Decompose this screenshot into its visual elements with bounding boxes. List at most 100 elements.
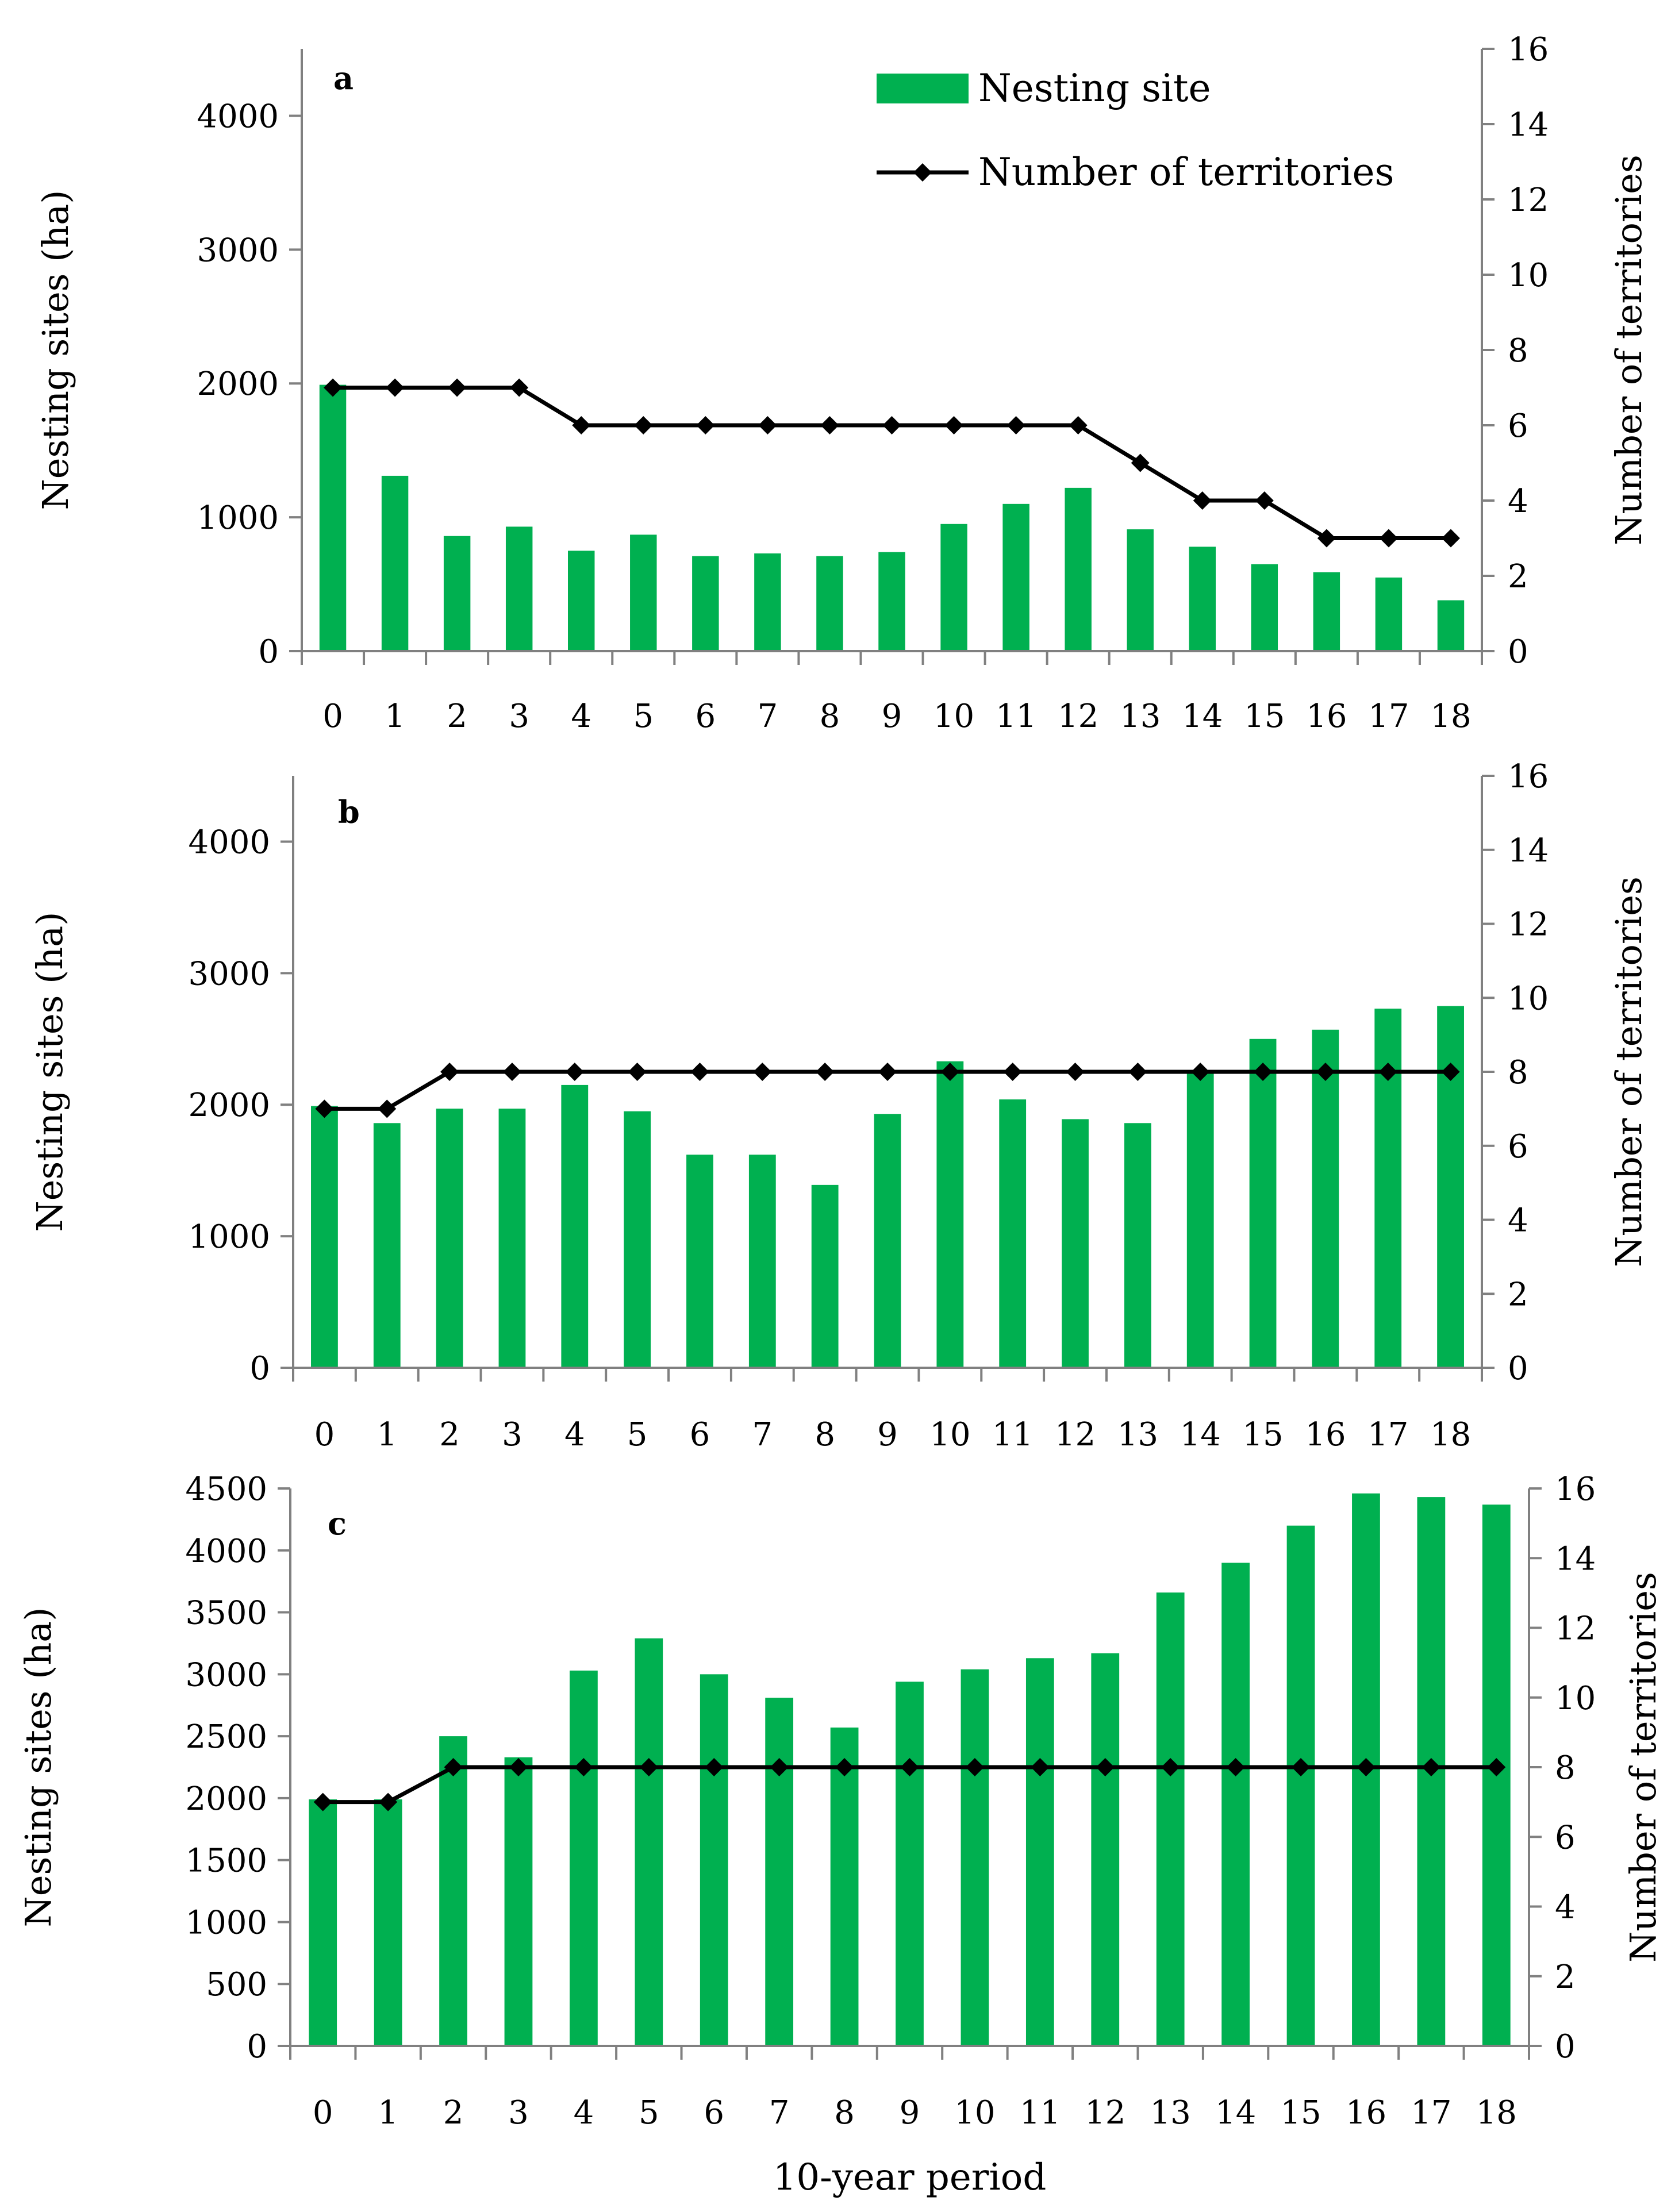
- chart-panel-c: 0 500 1000 1500 2000 2500 3000 3500 4000 4500 0 2 4 6…: [17, 1471, 1664, 2199]
- y-axis-title-a: Nesting sites (ha): [34, 190, 76, 510]
- territories-point-a-12: [1069, 416, 1088, 434]
- x-tick-label-a-10: 10: [933, 698, 974, 735]
- bar-c-10: [961, 1669, 989, 2046]
- x-tick-label-c-15: 15: [1280, 2094, 1321, 2132]
- bar-b-11: [999, 1099, 1027, 1368]
- bar-a-3: [505, 526, 533, 651]
- bar-a-6: [692, 556, 719, 651]
- y-tick-label-c-3000: 3000: [185, 1656, 267, 1694]
- territories-point-b-3: [502, 1063, 521, 1081]
- y-tick-label-b-4000: 4000: [188, 824, 270, 861]
- bar-a-8: [816, 556, 843, 651]
- y-tick-label-a-3000: 3000: [197, 232, 279, 269]
- bar-a-15: [1251, 564, 1278, 651]
- territories-point-a-13: [1131, 453, 1150, 472]
- bar-b-15: [1249, 1038, 1277, 1368]
- bar-c-8: [830, 1728, 859, 2046]
- territories-point-c-3: [509, 1758, 528, 1776]
- x-tick-label-b-15: 15: [1242, 1416, 1283, 1453]
- x-tick-label-c-3: 3: [508, 2094, 529, 2132]
- y-tick-label-b-0: 0: [249, 1350, 270, 1387]
- x-tick-label-c-11: 11: [1020, 2094, 1061, 2132]
- x-tick-label-a-8: 8: [820, 698, 840, 735]
- x-tick-label-a-14: 14: [1182, 698, 1223, 735]
- bar-b-16: [1312, 1029, 1339, 1368]
- x-tick-label-c-0: 0: [313, 2094, 333, 2132]
- x-tick-label-c-2: 2: [443, 2094, 464, 2132]
- territories-point-b-0: [315, 1099, 334, 1118]
- territories-point-a-4: [572, 416, 591, 434]
- y2-tick-label-a-10: 10: [1508, 257, 1549, 294]
- territories-point-c-11: [1031, 1758, 1050, 1776]
- territories-point-a-10: [944, 416, 963, 434]
- y2-tick-label-b-10: 10: [1508, 980, 1549, 1017]
- territories-point-a-17: [1379, 529, 1398, 548]
- x-tick-label-a-2: 2: [447, 698, 467, 735]
- y2-axis-title-c: Number of territories: [1622, 1572, 1664, 1963]
- y-tick-label-a-4000: 4000: [197, 98, 279, 135]
- x-tick-label-a-3: 3: [509, 698, 529, 735]
- territories-point-b-8: [816, 1063, 835, 1081]
- bar-a-1: [381, 475, 409, 651]
- bar-c-14: [1221, 1563, 1250, 2046]
- territories-point-b-11: [1003, 1063, 1022, 1081]
- y-tick-label-c-0: 0: [247, 2028, 267, 2065]
- y2-tick-label-a-2: 2: [1508, 558, 1528, 595]
- y2-tick-label-b-16: 16: [1508, 758, 1549, 795]
- x-tick-label-a-16: 16: [1306, 698, 1347, 735]
- bar-b-9: [874, 1114, 901, 1368]
- x-tick-label-a-11: 11: [996, 698, 1036, 735]
- territories-point-c-4: [574, 1758, 593, 1776]
- territories-point-a-3: [510, 378, 529, 397]
- x-tick-label-b-16: 16: [1305, 1416, 1346, 1453]
- x-tick-label-a-15: 15: [1244, 698, 1285, 735]
- bar-b-18: [1437, 1006, 1464, 1368]
- territories-point-a-2: [448, 378, 467, 397]
- y2-tick-label-b-12: 12: [1508, 906, 1549, 944]
- territories-point-b-6: [690, 1063, 709, 1081]
- x-tick-label-c-18: 18: [1476, 2094, 1517, 2132]
- territories-point-b-5: [628, 1063, 647, 1081]
- territories-point-b-18: [1441, 1063, 1460, 1081]
- bar-b-12: [1062, 1119, 1089, 1368]
- x-axis-title: 10-year period: [773, 2156, 1047, 2199]
- x-tick-label-b-6: 6: [690, 1416, 710, 1453]
- y2-axis-title-a: Number of territories: [1608, 155, 1650, 545]
- y2-tick-label-b-4: 4: [1508, 1202, 1528, 1240]
- territories-point-c-18: [1487, 1758, 1506, 1776]
- bar-c-5: [635, 1638, 663, 2046]
- bar-a-18: [1437, 600, 1465, 651]
- y2-tick-label-a-0: 0: [1508, 633, 1528, 671]
- y-tick-label-c-3500: 3500: [185, 1595, 267, 1632]
- territories-point-c-17: [1422, 1758, 1440, 1776]
- y-tick-label-c-4000: 4000: [185, 1533, 267, 1570]
- bar-a-4: [568, 551, 595, 651]
- territories-line-a: [333, 386, 1451, 540]
- bar-a-16: [1313, 572, 1340, 651]
- bar-b-10: [936, 1061, 964, 1368]
- bar-b-6: [686, 1155, 713, 1368]
- territories-point-c-8: [835, 1758, 854, 1776]
- y-tick-label-a-2000: 2000: [197, 366, 279, 403]
- y2-tick-label-a-4: 4: [1508, 483, 1528, 520]
- bar-c-13: [1156, 1592, 1185, 2046]
- panel-label-a: a: [333, 60, 354, 97]
- x-tick-label-a-4: 4: [571, 698, 591, 735]
- territories-point-a-16: [1317, 529, 1336, 548]
- y2-tick-label-b-6: 6: [1508, 1128, 1528, 1165]
- legend-label-territories: Number of territories: [978, 150, 1394, 194]
- bar-c-2: [439, 1736, 467, 2046]
- x-tick-label-c-12: 12: [1085, 2094, 1125, 2132]
- bar-b-5: [624, 1111, 651, 1368]
- y2-tick-label-c-8: 8: [1555, 1749, 1576, 1787]
- y-tick-label-a-1000: 1000: [197, 499, 279, 537]
- x-tick-label-b-2: 2: [439, 1416, 460, 1453]
- territories-point-b-17: [1378, 1063, 1397, 1081]
- bar-c-3: [504, 1757, 533, 2046]
- y-tick-label-c-2500: 2500: [185, 1718, 267, 1756]
- legend-marker-territories: [913, 163, 932, 182]
- y2-tick-label-c-14: 14: [1555, 1540, 1596, 1578]
- bar-b-0: [311, 1106, 338, 1368]
- x-tick-label-c-8: 8: [834, 2094, 855, 2132]
